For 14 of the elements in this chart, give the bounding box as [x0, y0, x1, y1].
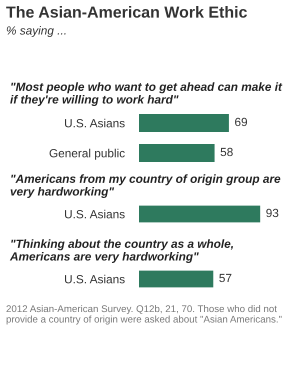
- y-tick-label: U.S. Asians: [65, 210, 125, 218]
- y-tick-label: U.S. Asians: [65, 274, 125, 284]
- chart-title: The Asian-American Work Ethic: [6, 6, 247, 18]
- text: "Most people who want to get ahead can make it if they're willing to work hard": [10, 82, 282, 106]
- annotation: "Thinking about the country as a whole, Americans are very hardworking": [10, 239, 234, 263]
- y-tick-label: General public: [50, 148, 125, 160]
- annotation: 2012 Asian-American Survey. Q12b, 21, 70. Those who did not provide a country of origin were asked about "Asian Americans.": [6, 305, 282, 325]
- text: % saying ...: [6, 26, 66, 38]
- data-label: 58: [220, 148, 233, 156]
- data-label: 57: [219, 274, 232, 282]
- data-label: 93: [266, 208, 278, 218]
- annotation: "Americans from my country of origin group are very hardworking": [10, 174, 280, 198]
- data-label: 69: [235, 118, 248, 126]
- y-tick-label: U.S. Asians: [65, 118, 125, 128]
